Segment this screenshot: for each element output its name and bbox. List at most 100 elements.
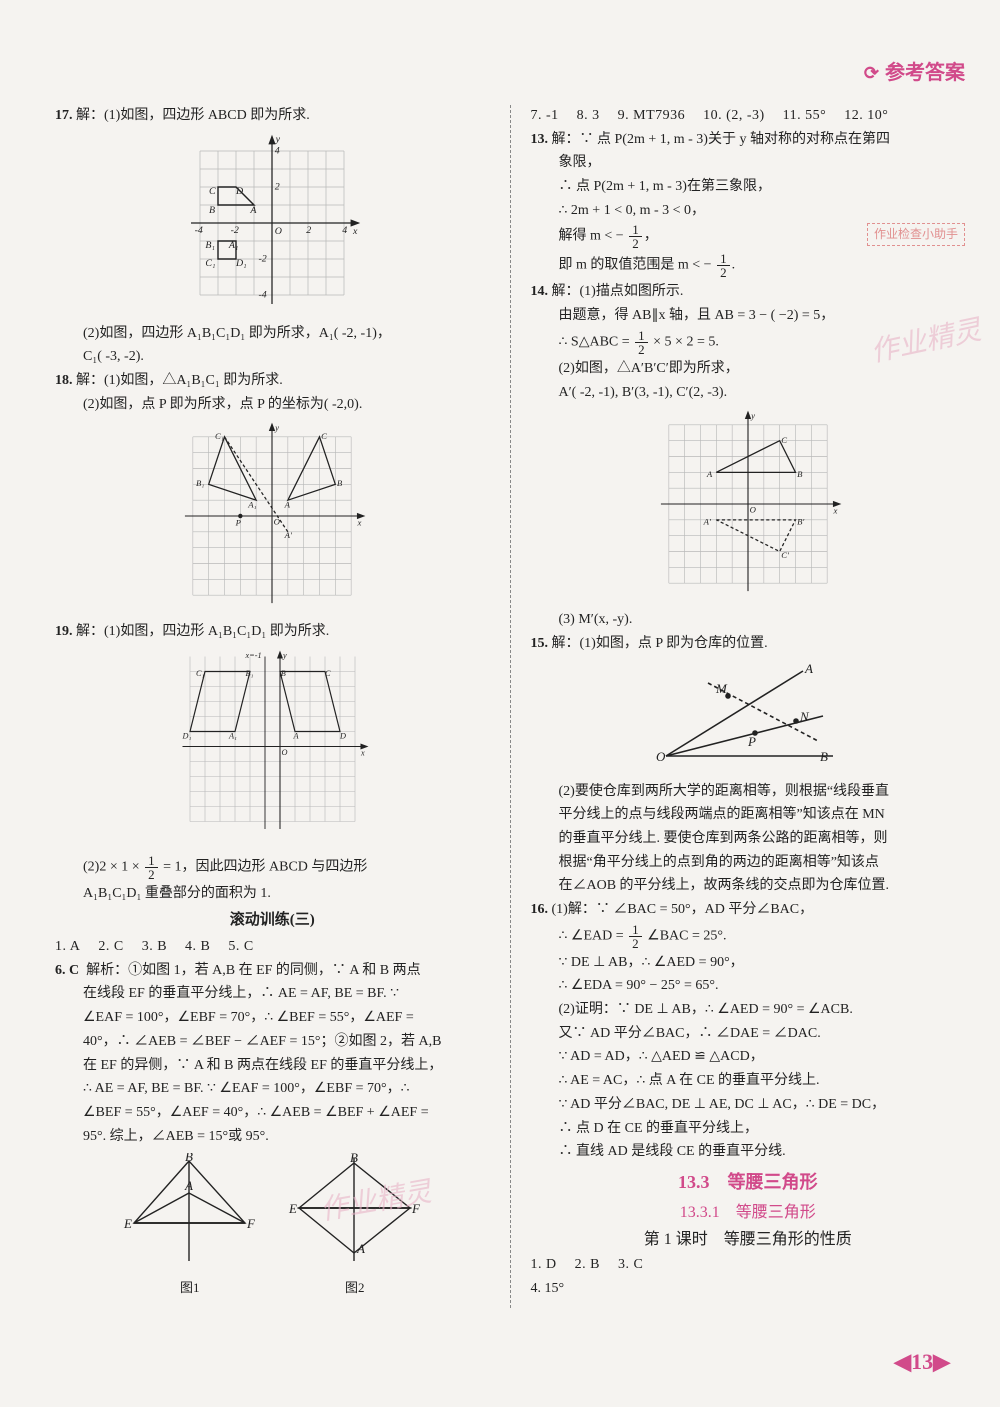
svg-text:P: P: [747, 734, 756, 749]
svg-text:D₁: D₁: [181, 731, 191, 740]
q16-l7: ∵ AD = AD，∴ △AED ≌ △ACD，: [531, 1046, 966, 1068]
q14-l6: (3) M′(x, -y).: [531, 609, 966, 631]
q15-l3: 平分线上的点与线段两端点的距离相等”知该点在 MN: [531, 804, 966, 826]
right-column: 7. -1 8. 3 9. MT7936 10. (2, -3) 11. 55°…: [531, 105, 966, 1308]
q14-l2: 由题意，得 AB∥x 轴，且 AB = 3 − ( −2) = 5，: [531, 305, 966, 327]
q6-b3: 40°，∴ ∠AEB = ∠BEF − ∠AEF = 15°；②如图 2，若 A…: [55, 1031, 490, 1053]
q17-part2b: C₁( -3, -2).: [55, 346, 490, 368]
svg-text:B: B: [797, 469, 803, 479]
stamp: 作业检查小助手: [867, 223, 965, 246]
q16-l8: ∴ AE = AC，∴ 点 A 在 CE 的垂直平分线上.: [531, 1070, 966, 1092]
svg-text:B: B: [820, 749, 828, 764]
q16-l10: ∴ 点 D 在 CE 的垂直平分线上，: [531, 1118, 966, 1140]
svg-text:4: 4: [342, 225, 347, 236]
svg-text:C: C: [325, 669, 331, 678]
page-number: ◀13▶: [894, 1345, 950, 1379]
svg-text:C: C: [321, 432, 327, 442]
final-answer-4: 4. 15°: [531, 1278, 966, 1300]
q6-b4: 在 EF 的异侧，∵ A 和 B 两点在线段 EF 的垂直平分线上，: [55, 1055, 490, 1077]
q6-b2: ∠EAF = 100°，∠EBF = 70°，∴ ∠BEF = 55°，∠AEF…: [55, 1007, 490, 1029]
q6-b7: 95°. 综上，∠AEB = 15°或 95°.: [55, 1126, 490, 1148]
svg-text:C₁: C₁: [206, 258, 216, 269]
q17-figure: xy O A B C D A₁ B₁ C₁ D₁ -4-224 24 -2-4: [55, 133, 490, 313]
q15-figure: OAB MNP: [531, 661, 966, 771]
svg-text:A: A: [284, 500, 291, 510]
refresh-icon: ⟳: [864, 63, 879, 83]
q14-l5: A′( -2, -1), B′(3, -1), C′(2, -3).: [531, 382, 966, 404]
svg-text:O: O: [275, 225, 282, 236]
svg-text:x: x: [360, 749, 365, 758]
content-columns: 17. 解：(1)如图，四边形 ABCD 即为所求.: [55, 105, 965, 1308]
q6-head: 6. C 解析：①如图 1，若 A,B 在 EF 的同侧，∵ A 和 B 两点: [55, 960, 490, 982]
q16-l2: ∴ ∠EAD = 12 ∠BAC = 25°.: [531, 923, 966, 950]
section-lesson-1: 第 1 课时 等腰三角形的性质: [531, 1228, 966, 1253]
svg-text:y: y: [275, 134, 281, 145]
svg-text:C₁: C₁: [196, 669, 205, 678]
header-title: ⟳参考答案: [864, 58, 965, 89]
q15-l1: 15. 解：(1)如图，点 P 即为仓库的位置.: [531, 633, 966, 655]
svg-text:y: y: [750, 411, 755, 421]
svg-text:B: B: [185, 1153, 193, 1164]
q16-l3: ∵ DE ⊥ AB，∴ ∠AED = 90°，: [531, 952, 966, 974]
svg-text:A′: A′: [702, 517, 710, 527]
svg-text:-2: -2: [231, 225, 239, 236]
svg-text:B₁: B₁: [196, 478, 204, 488]
svg-text:C: C: [781, 435, 787, 445]
svg-text:E: E: [123, 1216, 132, 1231]
q14-l3: ∴ S△ABC = 12 × 5 × 2 = 5.: [531, 329, 966, 356]
svg-text:A₁: A₁: [248, 500, 257, 510]
q16-l11: ∴ 直线 AD 是线段 CE 的垂直平分线.: [531, 1141, 966, 1163]
q16-l6: 又∵ AD 平分∠BAC，∴ ∠DAE = ∠DAC.: [531, 1023, 966, 1045]
q16-l4: ∴ ∠EDA = 90° − 25° = 65°.: [531, 975, 966, 997]
left-column: 17. 解：(1)如图，四边形 ABCD 即为所求.: [55, 105, 490, 1308]
svg-text:O: O: [281, 748, 287, 757]
svg-text:P: P: [235, 518, 242, 528]
q15-l4: 的垂直平分线上. 要使仓库到两条公路的距离相等，则: [531, 828, 966, 850]
q16-l5: (2)证明：∵ DE ⊥ AB，∴ ∠AED = 90° = ∠ACB.: [531, 999, 966, 1021]
svg-text:A′: A′: [284, 531, 292, 541]
q19-part2c: A₁B₁C₁D₁ 重叠部分的面积为 1.: [55, 883, 490, 905]
svg-text:F: F: [411, 1201, 421, 1216]
svg-text:y: y: [282, 651, 287, 660]
q15-l5: 根据“角平分线上的点到角的两边的距离相等”知该点: [531, 852, 966, 874]
svg-text:2: 2: [306, 225, 311, 236]
svg-text:D: D: [339, 731, 346, 740]
q17-part1: 17. 解：(1)如图，四边形 ABCD 即为所求.: [55, 105, 490, 127]
svg-text:A: A: [184, 1178, 193, 1193]
q17-part2a: (2)如图，四边形 A₁B₁C₁D₁ 即为所求，A₁( -2, -1)，: [55, 323, 490, 345]
svg-text:F: F: [246, 1216, 256, 1231]
svg-text:A: A: [250, 205, 258, 216]
q6-figures: BA EF 图1 BA EF: [55, 1153, 490, 1298]
q16-l1: 16. (1)解：∵ ∠BAC = 50°，AD 平分∠BAC，: [531, 899, 966, 921]
q19-part1: 19. 解：(1)如图，四边形 A₁B₁C₁D₁ 即为所求.: [55, 621, 490, 643]
q18-figure: xyO ABC A₁B₁C₁ A′ P: [55, 421, 490, 611]
svg-text:y: y: [274, 423, 279, 433]
svg-text:2: 2: [275, 181, 280, 192]
q14-figure: xyO ABC A′B′C′: [531, 409, 966, 599]
svg-text:-2: -2: [259, 253, 267, 264]
svg-text:x: x: [352, 225, 358, 236]
q15-l6: 在∠AOB 的平分线上，故两条线的交点即为仓库位置.: [531, 875, 966, 897]
svg-text:A₁: A₁: [228, 731, 237, 740]
section-13-3-1: 13.3.1 等腰三角形: [531, 1201, 966, 1226]
q15-l2: (2)要使仓库到两所大学的距离相等，则根据“线段垂直: [531, 781, 966, 803]
rolling-title: 滚动训练(三): [55, 909, 490, 932]
q13-l5: 解得 m < − 12， 作业检查小助手: [531, 223, 966, 250]
svg-text:4: 4: [275, 145, 280, 156]
q13-l1: 13. 解：∵ 点 P(2m + 1, m - 3)关于 y 轴对称的对称点在第…: [531, 129, 966, 151]
svg-text:B₁: B₁: [245, 669, 253, 678]
short-answers: 7. -1 8. 3 9. MT7936 10. (2, -3) 11. 55°…: [531, 105, 966, 127]
q18-part1: 18. 解：(1)如图，△A₁B₁C₁ 即为所求.: [55, 370, 490, 392]
svg-text:x: x: [832, 506, 837, 516]
svg-text:B: B: [209, 205, 215, 216]
q13-l4: ∴ 2m + 1 < 0, m - 3 < 0，: [531, 200, 966, 222]
svg-text:B: B: [281, 669, 286, 678]
svg-text:-4: -4: [259, 289, 267, 300]
svg-text:O: O: [656, 749, 666, 764]
svg-text:C₁: C₁: [215, 432, 224, 442]
q14-l4: (2)如图，△A′B′C′即为所求，: [531, 358, 966, 380]
svg-text:-4: -4: [195, 225, 203, 236]
section-13-3: 13.3 等腰三角形: [531, 1169, 966, 1197]
column-divider: [510, 105, 511, 1308]
svg-text:O: O: [749, 505, 756, 515]
